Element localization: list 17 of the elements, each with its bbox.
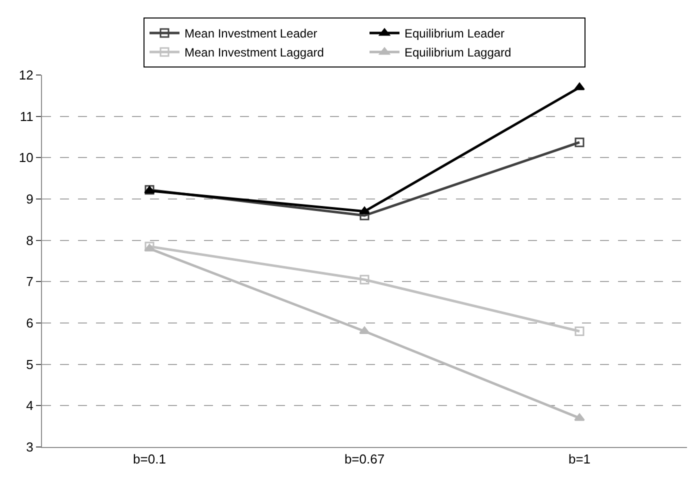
y-tick-label: 11 (20, 108, 34, 124)
y-tick-label: 12 (18, 68, 34, 83)
y-tick-label: 3 (26, 440, 34, 455)
legend-label: Equilibrium Leader (404, 26, 505, 41)
y-tick-label: 4 (26, 398, 34, 414)
x-tick-label: b=1 (568, 452, 591, 467)
legend-label: Equilibrium Laggard (404, 46, 512, 60)
y-tick-label: 6 (26, 316, 34, 331)
legend-label: Mean Investment Laggard (184, 46, 324, 60)
x-tick-label: b=0.67 (344, 452, 385, 467)
x-tick-label: b=0.1 (133, 452, 166, 467)
y-tick-label: 8 (26, 232, 34, 248)
y-tick-label: 9 (26, 192, 34, 207)
y-tick-label: 5 (26, 356, 34, 372)
legend-label: Mean Investment Leader (184, 26, 318, 41)
y-tick-label: 7 (26, 274, 34, 290)
y-tick-label: 10 (18, 150, 34, 166)
